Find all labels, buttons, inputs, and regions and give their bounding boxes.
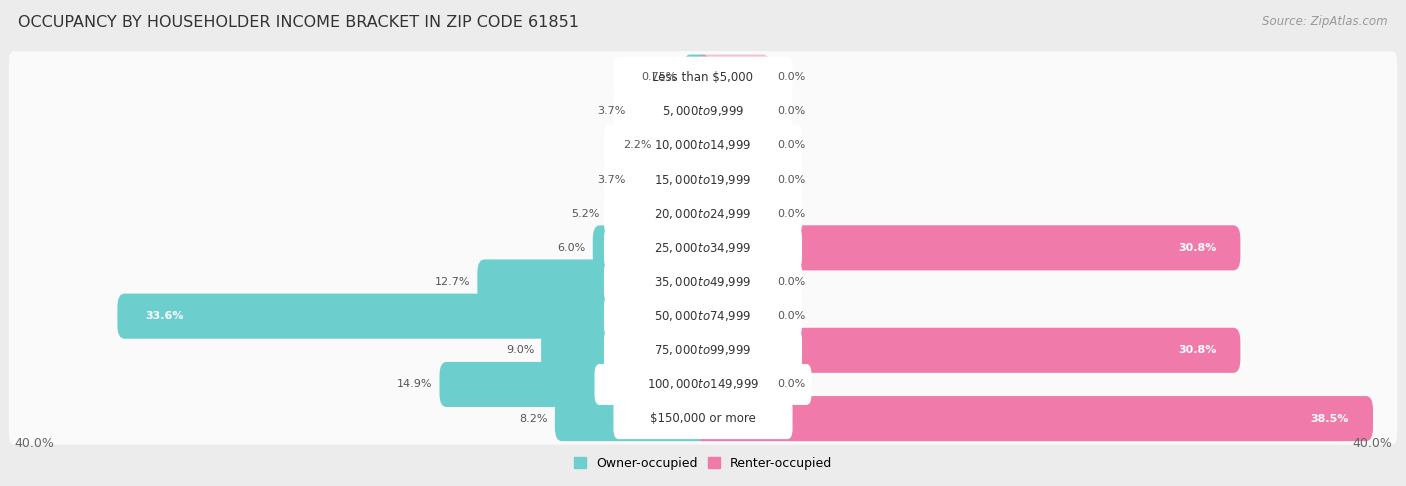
FancyBboxPatch shape <box>683 54 710 100</box>
FancyBboxPatch shape <box>696 123 770 168</box>
Text: 5.2%: 5.2% <box>571 208 599 219</box>
FancyBboxPatch shape <box>555 396 710 441</box>
FancyBboxPatch shape <box>696 362 770 407</box>
FancyBboxPatch shape <box>8 51 1398 103</box>
Text: 30.8%: 30.8% <box>1178 243 1216 253</box>
Text: 38.5%: 38.5% <box>1310 414 1348 424</box>
Text: 30.8%: 30.8% <box>1178 346 1216 355</box>
FancyBboxPatch shape <box>658 123 710 168</box>
Text: 2.2%: 2.2% <box>623 140 651 150</box>
FancyBboxPatch shape <box>605 295 801 337</box>
FancyBboxPatch shape <box>606 191 710 236</box>
FancyBboxPatch shape <box>633 89 710 134</box>
FancyBboxPatch shape <box>8 120 1398 172</box>
Text: Less than $5,000: Less than $5,000 <box>652 70 754 84</box>
Text: $150,000 or more: $150,000 or more <box>650 412 756 425</box>
FancyBboxPatch shape <box>696 226 1240 270</box>
FancyBboxPatch shape <box>696 396 1374 441</box>
Text: $75,000 to $99,999: $75,000 to $99,999 <box>654 343 752 357</box>
FancyBboxPatch shape <box>8 256 1398 308</box>
FancyBboxPatch shape <box>613 91 793 132</box>
Text: OCCUPANCY BY HOUSEHOLDER INCOME BRACKET IN ZIP CODE 61851: OCCUPANCY BY HOUSEHOLDER INCOME BRACKET … <box>18 15 579 30</box>
FancyBboxPatch shape <box>696 191 770 236</box>
Text: 0.75%: 0.75% <box>641 72 676 82</box>
FancyBboxPatch shape <box>696 54 770 100</box>
Text: $10,000 to $14,999: $10,000 to $14,999 <box>654 139 752 153</box>
Text: 0.0%: 0.0% <box>778 72 806 82</box>
FancyBboxPatch shape <box>605 227 801 268</box>
FancyBboxPatch shape <box>8 359 1398 410</box>
FancyBboxPatch shape <box>8 188 1398 240</box>
Text: 0.0%: 0.0% <box>778 106 806 116</box>
Text: 0.0%: 0.0% <box>778 174 806 185</box>
Text: 3.7%: 3.7% <box>598 106 626 116</box>
FancyBboxPatch shape <box>440 362 710 407</box>
Text: 40.0%: 40.0% <box>1353 437 1392 451</box>
FancyBboxPatch shape <box>613 56 793 98</box>
Text: 0.0%: 0.0% <box>778 380 806 389</box>
Text: $20,000 to $24,999: $20,000 to $24,999 <box>654 207 752 221</box>
Text: 12.7%: 12.7% <box>434 277 471 287</box>
Text: 14.9%: 14.9% <box>396 380 433 389</box>
FancyBboxPatch shape <box>605 125 801 166</box>
Text: 9.0%: 9.0% <box>506 346 534 355</box>
FancyBboxPatch shape <box>8 222 1398 274</box>
FancyBboxPatch shape <box>696 157 770 202</box>
Text: 0.0%: 0.0% <box>778 208 806 219</box>
Text: $50,000 to $74,999: $50,000 to $74,999 <box>654 309 752 323</box>
FancyBboxPatch shape <box>8 290 1398 342</box>
Text: $35,000 to $49,999: $35,000 to $49,999 <box>654 275 752 289</box>
FancyBboxPatch shape <box>8 86 1398 137</box>
FancyBboxPatch shape <box>605 159 801 200</box>
Text: Source: ZipAtlas.com: Source: ZipAtlas.com <box>1263 15 1388 28</box>
Legend: Owner-occupied, Renter-occupied: Owner-occupied, Renter-occupied <box>568 452 838 475</box>
Text: $25,000 to $34,999: $25,000 to $34,999 <box>654 241 752 255</box>
FancyBboxPatch shape <box>605 193 801 234</box>
FancyBboxPatch shape <box>478 260 710 305</box>
FancyBboxPatch shape <box>117 294 710 339</box>
FancyBboxPatch shape <box>593 226 710 270</box>
FancyBboxPatch shape <box>605 261 801 302</box>
Text: 0.0%: 0.0% <box>778 311 806 321</box>
Text: 0.0%: 0.0% <box>778 140 806 150</box>
FancyBboxPatch shape <box>605 330 801 371</box>
FancyBboxPatch shape <box>696 89 770 134</box>
Text: 40.0%: 40.0% <box>14 437 53 451</box>
Text: $15,000 to $19,999: $15,000 to $19,999 <box>654 173 752 187</box>
FancyBboxPatch shape <box>541 328 710 373</box>
FancyBboxPatch shape <box>633 157 710 202</box>
FancyBboxPatch shape <box>8 324 1398 376</box>
Text: 33.6%: 33.6% <box>145 311 183 321</box>
FancyBboxPatch shape <box>595 364 811 405</box>
FancyBboxPatch shape <box>8 393 1398 445</box>
Text: $100,000 to $149,999: $100,000 to $149,999 <box>647 378 759 391</box>
Text: $5,000 to $9,999: $5,000 to $9,999 <box>662 104 744 118</box>
FancyBboxPatch shape <box>696 328 1240 373</box>
Text: 6.0%: 6.0% <box>558 243 586 253</box>
Text: 8.2%: 8.2% <box>519 414 548 424</box>
FancyBboxPatch shape <box>613 398 793 439</box>
FancyBboxPatch shape <box>8 154 1398 206</box>
Text: 0.0%: 0.0% <box>778 277 806 287</box>
FancyBboxPatch shape <box>696 260 770 305</box>
Text: 3.7%: 3.7% <box>598 174 626 185</box>
FancyBboxPatch shape <box>696 294 770 339</box>
